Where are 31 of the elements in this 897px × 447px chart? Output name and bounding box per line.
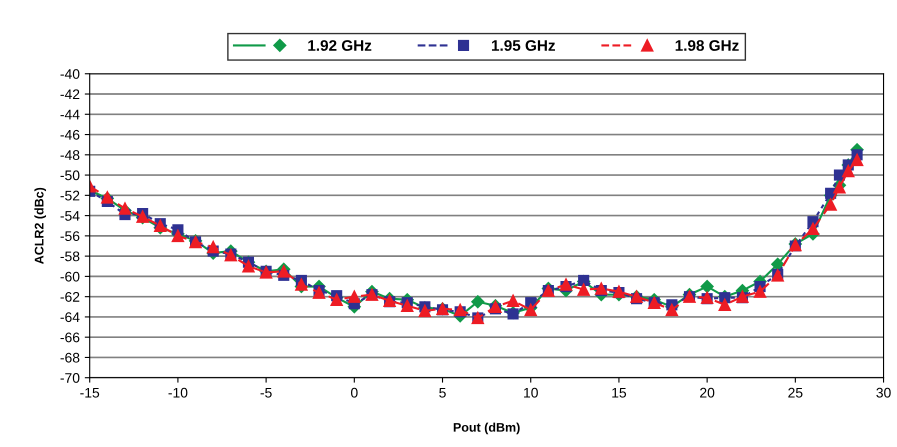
y-tick-label: -64 — [60, 312, 80, 322]
y-tick-label: -40 — [60, 69, 80, 79]
y-tick-label: -46 — [60, 130, 80, 140]
y-tick-label: -60 — [60, 272, 80, 282]
x-tick-label: 20 — [700, 388, 714, 398]
x-tick-label: 10 — [524, 388, 538, 398]
y-tick-label: -50 — [60, 170, 80, 180]
x-axis-title: Pout (dBm) — [454, 422, 520, 434]
x-tick-label: -5 — [260, 388, 272, 398]
y-tick-label: -56 — [60, 231, 80, 242]
y-tick-label: -42 — [60, 89, 80, 100]
y-tick-label: -66 — [60, 332, 80, 342]
y-tick-label: -52 — [60, 190, 80, 201]
legend-label: 1.98 GHz — [676, 40, 739, 51]
y-axis-title: ACLR2 (dBc) — [34, 188, 46, 264]
y-tick-label: -44 — [60, 110, 80, 120]
x-tick-label: 30 — [876, 388, 891, 398]
x-tick-label: 5 — [439, 388, 446, 398]
y-tick-label: -54 — [60, 211, 80, 221]
x-tick-label: 0 — [350, 388, 358, 398]
y-tick-label: -58 — [60, 251, 80, 262]
x-tick-label: 25 — [788, 388, 802, 398]
legend-label: 1.95 GHz — [492, 40, 556, 51]
y-tick-label: -62 — [60, 292, 80, 302]
y-tick-label: -68 — [60, 352, 80, 363]
legend-label: 1.92 GHz — [308, 40, 372, 51]
y-tick-label: -48 — [60, 150, 80, 160]
y-tick-label: -70 — [60, 373, 80, 383]
x-tick-label: 15 — [612, 388, 626, 398]
x-tick-label: -15 — [80, 388, 100, 398]
x-tick-label: -10 — [168, 388, 188, 398]
